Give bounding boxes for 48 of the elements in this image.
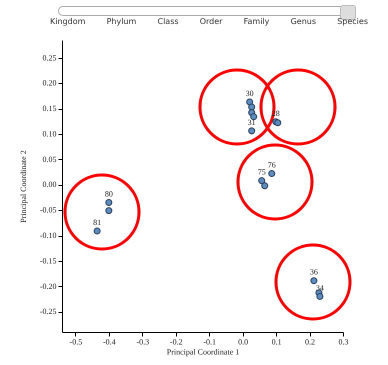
y-tick-label: 0.15 xyxy=(42,104,56,114)
point xyxy=(94,227,101,234)
x-tick-label: 0.2 xyxy=(305,338,316,346)
text: Class xyxy=(157,17,179,26)
point xyxy=(310,277,318,284)
x-tick-label: -0.1 xyxy=(203,338,216,346)
annotation: 34 xyxy=(316,283,324,292)
y-tick-label: 0.20 xyxy=(42,78,56,88)
x-tick-label: 0.1 xyxy=(272,338,282,346)
annotation: 80 xyxy=(104,190,113,199)
annotation: 31 xyxy=(248,118,256,127)
text: Species xyxy=(337,17,368,26)
annotation: 36 xyxy=(310,268,318,277)
point xyxy=(248,104,256,111)
annotation: 30 xyxy=(246,88,254,98)
y-tick-label: 0.10 xyxy=(42,129,56,138)
point xyxy=(105,199,112,206)
point xyxy=(248,127,256,134)
text: Kingdom xyxy=(50,17,86,26)
x-tick-label: 0.0 xyxy=(238,338,248,346)
y-tick-label: 0.25 xyxy=(42,53,56,62)
point xyxy=(261,182,268,190)
annotation: 75 xyxy=(258,168,266,177)
annotation: 81 xyxy=(93,218,102,227)
y-tick-label: -0.20 xyxy=(40,282,56,291)
point xyxy=(268,170,276,178)
point xyxy=(105,207,112,214)
y-tick-label: -0.05 xyxy=(40,206,56,215)
text: Family xyxy=(244,17,270,26)
point xyxy=(258,177,266,184)
x-tick-label: 0.3 xyxy=(338,338,348,346)
x-axis-title: Principal Coordinate 1 xyxy=(166,348,240,356)
y-tick-label: 0.05 xyxy=(42,154,56,164)
annotation: 76 xyxy=(268,160,276,170)
y-tick-label: -0.10 xyxy=(40,231,56,240)
x-tick-label: -0.5 xyxy=(70,338,82,346)
x-tick-label: -0.2 xyxy=(170,338,183,346)
x-tick-label: -0.3 xyxy=(136,338,150,346)
y-tick-label: -0.25 xyxy=(40,307,56,316)
text: Genus xyxy=(290,17,316,26)
point xyxy=(316,292,324,300)
y-tick-label: 0.00 xyxy=(42,180,56,190)
point xyxy=(250,113,258,120)
x-tick-label: -0.4 xyxy=(102,338,116,346)
y-axis-title: Principal Coordinate 2 xyxy=(18,150,28,223)
text: Order xyxy=(200,17,222,26)
text: Phylum xyxy=(106,17,136,26)
y-tick-label: -0.15 xyxy=(40,256,56,266)
